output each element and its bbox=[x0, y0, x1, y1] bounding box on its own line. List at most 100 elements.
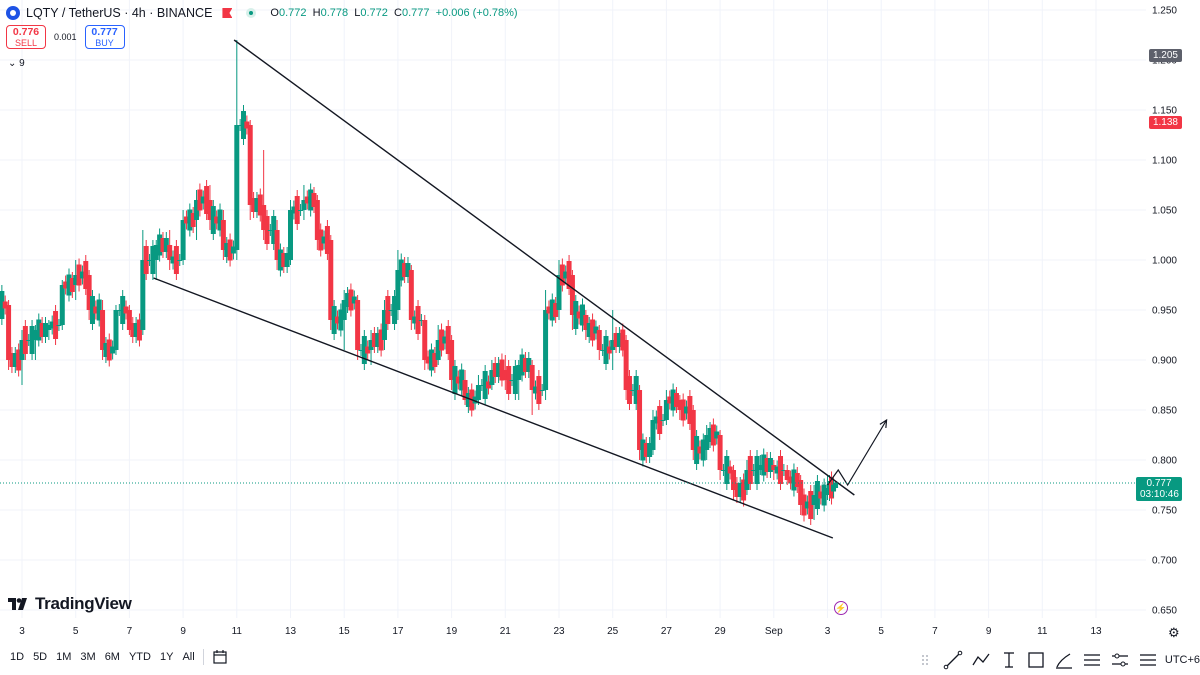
range-5d[interactable]: 5D bbox=[33, 651, 48, 663]
date-range-selector: 1D 5D 1M 3M 6M YTD 1Y All bbox=[10, 651, 195, 663]
candle-body bbox=[180, 220, 186, 260]
drag-handle-icon[interactable] bbox=[914, 649, 936, 671]
candle-body bbox=[741, 479, 747, 501]
range-ytd[interactable]: YTD bbox=[128, 651, 151, 663]
trendline-tool-icon[interactable] bbox=[942, 649, 964, 671]
candle-body bbox=[516, 365, 522, 380]
range-1d[interactable]: 1D bbox=[10, 651, 25, 663]
candle-body bbox=[348, 289, 354, 311]
range-3m[interactable]: 3M bbox=[80, 651, 96, 663]
settings-sliders-icon[interactable] bbox=[1109, 649, 1131, 671]
candle-body bbox=[449, 340, 455, 380]
candle-body bbox=[663, 400, 669, 420]
lqty-logo-icon bbox=[6, 6, 20, 20]
x-tick-label: 25 bbox=[607, 626, 619, 637]
candle-body bbox=[771, 465, 777, 470]
range-1m[interactable]: 1M bbox=[56, 651, 72, 663]
flag-icon[interactable] bbox=[222, 8, 233, 18]
candle-body bbox=[29, 326, 35, 354]
tradingview-brand[interactable]: TradingView bbox=[8, 594, 132, 614]
candle-body bbox=[113, 310, 119, 350]
candle-body bbox=[402, 263, 408, 277]
candle-body bbox=[801, 494, 807, 516]
candle-body bbox=[150, 246, 156, 274]
indicators-toggle[interactable]: ⌄ 9 bbox=[8, 58, 25, 69]
candle-body bbox=[321, 236, 327, 244]
candle-body bbox=[254, 198, 260, 212]
calendar-goto-icon[interactable] bbox=[212, 649, 228, 665]
candle-body bbox=[506, 366, 512, 394]
fib-tool-icon[interactable] bbox=[1081, 649, 1103, 671]
candle-body bbox=[110, 346, 116, 354]
list-tool-icon[interactable] bbox=[1137, 649, 1159, 671]
candle-body bbox=[351, 296, 357, 304]
candle-body bbox=[200, 196, 206, 204]
candle-body bbox=[428, 349, 434, 371]
y-tick-label: 0.900 bbox=[1152, 356, 1177, 367]
candle-body bbox=[244, 121, 250, 129]
candle-body bbox=[140, 260, 146, 330]
brush-tool-icon[interactable] bbox=[1053, 649, 1075, 671]
candle-body bbox=[462, 380, 468, 400]
candle-body bbox=[334, 316, 340, 324]
candle-body bbox=[522, 358, 528, 372]
candle-body bbox=[133, 323, 139, 337]
candle-body bbox=[482, 371, 488, 399]
candle-body bbox=[49, 321, 55, 329]
buy-button[interactable]: 0.777 BUY bbox=[84, 25, 125, 49]
timezone-label[interactable]: UTC+6 bbox=[1164, 654, 1200, 666]
candle-body bbox=[2, 301, 8, 309]
candle-body bbox=[284, 253, 290, 267]
text-tool-icon[interactable] bbox=[998, 649, 1020, 671]
candle-body bbox=[56, 325, 62, 326]
candle-body bbox=[147, 260, 153, 261]
candle-body bbox=[714, 431, 720, 439]
candle-body bbox=[623, 340, 629, 390]
range-6m[interactable]: 6M bbox=[104, 651, 120, 663]
x-tick-label: 15 bbox=[339, 626, 351, 637]
candle-body bbox=[318, 229, 324, 251]
candle-body bbox=[435, 340, 441, 360]
candle-body bbox=[653, 416, 659, 424]
candle-body bbox=[183, 216, 189, 224]
range-all[interactable]: All bbox=[182, 651, 195, 663]
candle-body bbox=[361, 336, 367, 364]
symbol-header[interactable]: LQTY / TetherUS · 4h · BINANCE O0.772 H0… bbox=[6, 4, 518, 22]
candle-body bbox=[116, 310, 122, 311]
gear-icon[interactable]: ⚙ bbox=[1168, 625, 1180, 640]
candle-body bbox=[120, 296, 126, 324]
candle-body bbox=[576, 311, 582, 319]
candle-body bbox=[291, 206, 297, 214]
candle-body bbox=[96, 299, 102, 321]
candle-body bbox=[42, 323, 48, 337]
candle-body bbox=[66, 274, 72, 296]
candle-body bbox=[549, 299, 555, 321]
candle-body bbox=[304, 196, 310, 204]
candle-body bbox=[442, 336, 448, 344]
candle-body bbox=[583, 315, 589, 330]
candle-body bbox=[529, 365, 535, 390]
path-tool-icon[interactable] bbox=[970, 649, 992, 671]
candle-body bbox=[757, 465, 763, 470]
symbol-line[interactable]: LQTY / TetherUS · 4h · BINANCE bbox=[26, 6, 213, 20]
candle-body bbox=[694, 436, 700, 464]
candle-body bbox=[392, 296, 398, 324]
candle-body bbox=[690, 410, 696, 450]
candle-body bbox=[170, 256, 176, 264]
x-tick-label: 27 bbox=[661, 626, 673, 637]
candle-body bbox=[724, 456, 730, 484]
lightning-icon[interactable]: ⚡ bbox=[834, 601, 848, 615]
candle-body bbox=[833, 483, 839, 488]
candle-body bbox=[123, 306, 129, 314]
candle-body bbox=[640, 439, 646, 461]
candle-body bbox=[358, 350, 364, 351]
sell-button[interactable]: 0.776 SELL bbox=[6, 25, 46, 49]
candle-body bbox=[626, 376, 632, 404]
candle-body bbox=[613, 333, 619, 347]
candle-body bbox=[298, 210, 304, 211]
range-1y[interactable]: 1Y bbox=[159, 651, 174, 663]
x-tick-label: 7 bbox=[127, 626, 133, 637]
x-tick-label: 23 bbox=[553, 626, 565, 637]
rectangle-tool-icon[interactable] bbox=[1026, 649, 1048, 671]
